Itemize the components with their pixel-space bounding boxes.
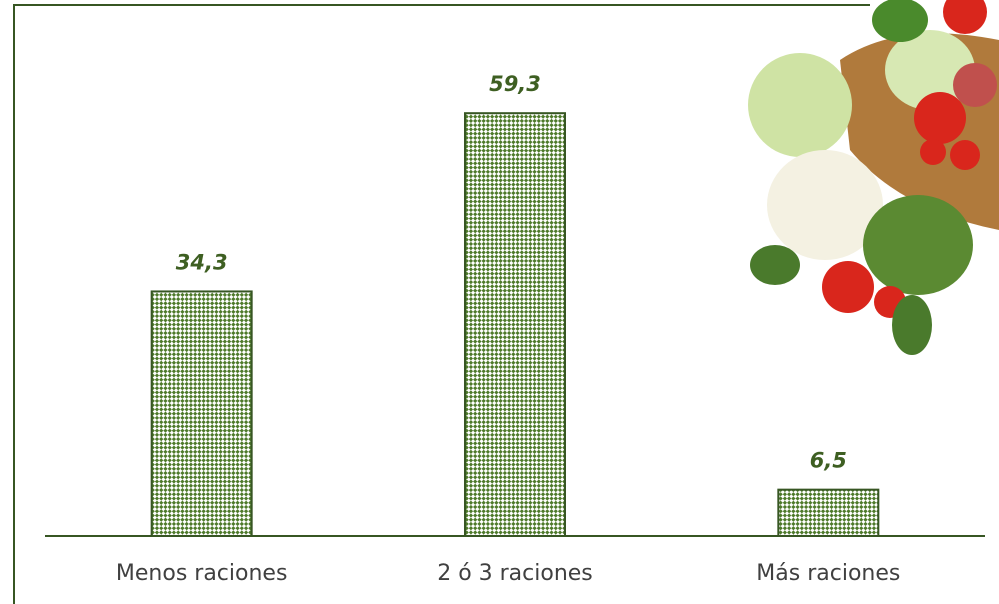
bar xyxy=(778,490,878,536)
vegetables-illustration xyxy=(748,0,999,355)
bar xyxy=(465,113,565,536)
bar xyxy=(152,291,252,536)
value-label: 59,3 xyxy=(489,72,541,96)
frame xyxy=(14,5,870,604)
x-tick-label: Menos raciones xyxy=(116,561,288,586)
value-label: 34,3 xyxy=(176,250,228,274)
value-label: 6,5 xyxy=(810,449,847,473)
x-tick-label: 2 ó 3 raciones xyxy=(437,561,593,586)
chart: 34,3 Menos raciones 59,3 2 ó 3 raciones 6,5 M… xyxy=(0,0,999,604)
page: 34,3 Menos raciones 59,3 2 ó 3 raciones 6,5 M… xyxy=(0,0,999,604)
x-tick-label: Más raciones xyxy=(756,561,900,586)
